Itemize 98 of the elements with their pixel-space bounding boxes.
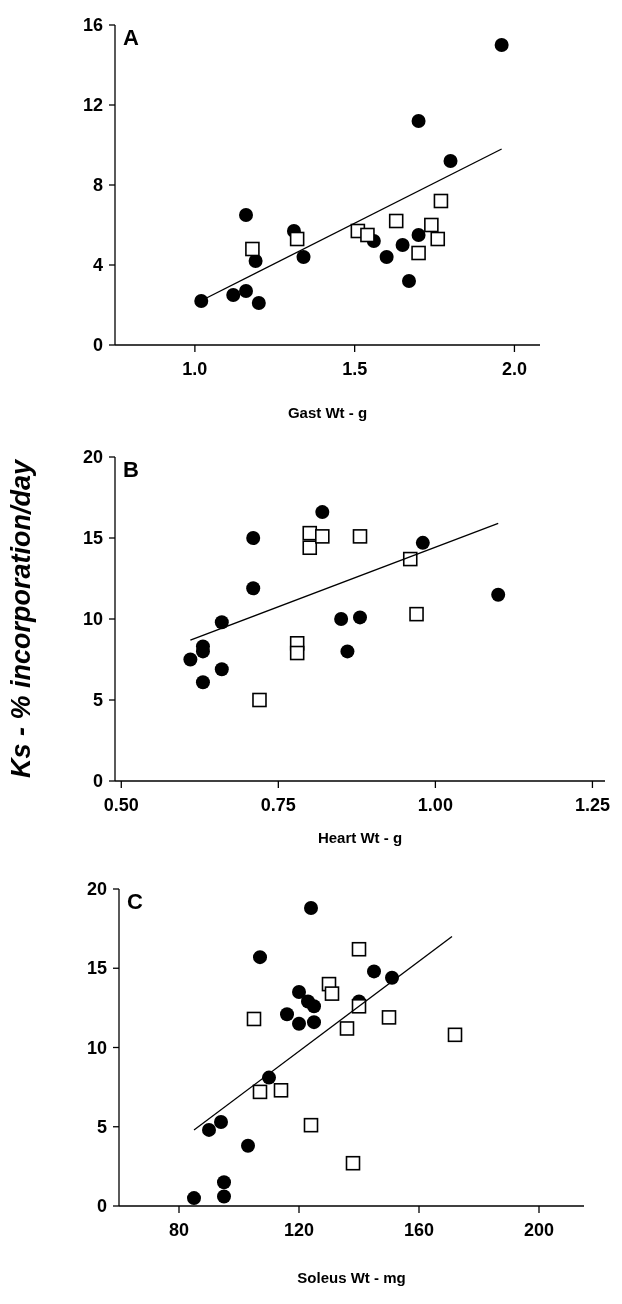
- x-tick-label: 160: [403, 1220, 435, 1240]
- point: [280, 1007, 294, 1022]
- point: [273, 1083, 289, 1098]
- point: [248, 254, 263, 268]
- point: [292, 985, 306, 1000]
- point: [409, 606, 424, 622]
- y-tick-label: 5: [96, 1116, 107, 1137]
- point: [187, 1191, 201, 1206]
- y-tick-label: 4: [92, 255, 103, 275]
- point: [315, 505, 330, 520]
- point: [360, 227, 375, 243]
- point: [214, 1114, 228, 1129]
- point: [246, 581, 261, 596]
- y-tick-label: 20: [86, 879, 107, 899]
- point: [334, 612, 349, 626]
- y-tick-label: 20: [82, 447, 103, 467]
- x-tick-label: 120: [283, 1220, 315, 1240]
- point: [345, 1155, 361, 1171]
- point: [379, 250, 394, 264]
- y-tick-label: 10: [82, 609, 103, 629]
- point: [195, 675, 210, 690]
- point: [401, 274, 416, 288]
- y-tick-label: 0: [92, 771, 103, 791]
- point: [214, 662, 229, 677]
- point: [307, 999, 321, 1014]
- point: [424, 217, 439, 233]
- x-tick-label: 1.25: [574, 795, 610, 815]
- y-tick-label: 5: [92, 690, 103, 710]
- point: [241, 1138, 255, 1153]
- point: [289, 645, 305, 661]
- point: [226, 288, 241, 302]
- point: [352, 529, 368, 544]
- point: [262, 1070, 276, 1085]
- point: [340, 644, 355, 659]
- point: [217, 1189, 231, 1204]
- point: [246, 531, 261, 545]
- x-tick-label: 80: [168, 1220, 190, 1240]
- point: [252, 1084, 268, 1100]
- point: [381, 1010, 397, 1025]
- point: [367, 964, 381, 979]
- point: [296, 250, 311, 264]
- point: [289, 231, 305, 247]
- point: [433, 193, 449, 209]
- y-tick-label: 15: [82, 528, 103, 548]
- point: [411, 245, 426, 261]
- chart-title: C: [127, 889, 143, 914]
- point: [395, 238, 410, 252]
- point: [251, 296, 266, 310]
- point: [183, 652, 198, 667]
- point: [430, 231, 446, 247]
- point: [214, 615, 229, 630]
- chart-title: B: [123, 457, 139, 482]
- x-tick-label: 1.0: [182, 359, 208, 379]
- point: [494, 38, 509, 52]
- y-tick-label: 15: [86, 958, 107, 979]
- x-axis-title: Gast Wt - g: [287, 404, 368, 421]
- point: [304, 901, 318, 916]
- point: [252, 692, 267, 708]
- point: [443, 154, 458, 168]
- point: [415, 535, 430, 550]
- x-tick-label: 1.00: [417, 795, 453, 815]
- point: [339, 1021, 355, 1036]
- y-tick-label: 16: [82, 15, 103, 35]
- chart-title: A: [123, 25, 139, 50]
- point: [351, 941, 367, 957]
- point: [315, 529, 330, 544]
- y-tick-label: 0: [96, 1196, 107, 1216]
- x-axis-title: Heart Wt - g: [317, 829, 403, 846]
- x-tick-label: 0.50: [103, 795, 139, 815]
- x-axis-title: Soleus Wt - mg: [297, 1269, 406, 1286]
- y-tick-label: 10: [86, 1037, 107, 1058]
- point: [388, 213, 404, 229]
- point: [411, 114, 426, 128]
- point: [246, 1011, 262, 1027]
- point: [253, 950, 267, 965]
- x-tick-label: 0.75: [260, 795, 296, 815]
- point: [202, 1122, 216, 1137]
- y-tick-label: 0: [92, 335, 103, 355]
- point: [217, 1175, 231, 1190]
- point: [194, 294, 209, 308]
- y-tick-label: 12: [82, 95, 103, 115]
- point: [303, 1117, 319, 1133]
- point: [292, 1016, 306, 1031]
- point: [239, 208, 254, 222]
- point: [245, 241, 260, 257]
- point: [353, 610, 367, 625]
- point: [239, 284, 254, 298]
- y-axis-title: Ks - % incorporation/day: [6, 458, 36, 779]
- y-tick-label: 8: [92, 175, 103, 195]
- point: [491, 587, 506, 602]
- point: [307, 1015, 321, 1030]
- point: [324, 986, 340, 1001]
- point: [302, 540, 318, 556]
- x-tick-label: 2.0: [501, 359, 527, 379]
- x-tick-label: 200: [523, 1220, 555, 1240]
- x-tick-label: 1.5: [342, 359, 368, 379]
- point: [411, 228, 426, 242]
- point: [447, 1027, 463, 1043]
